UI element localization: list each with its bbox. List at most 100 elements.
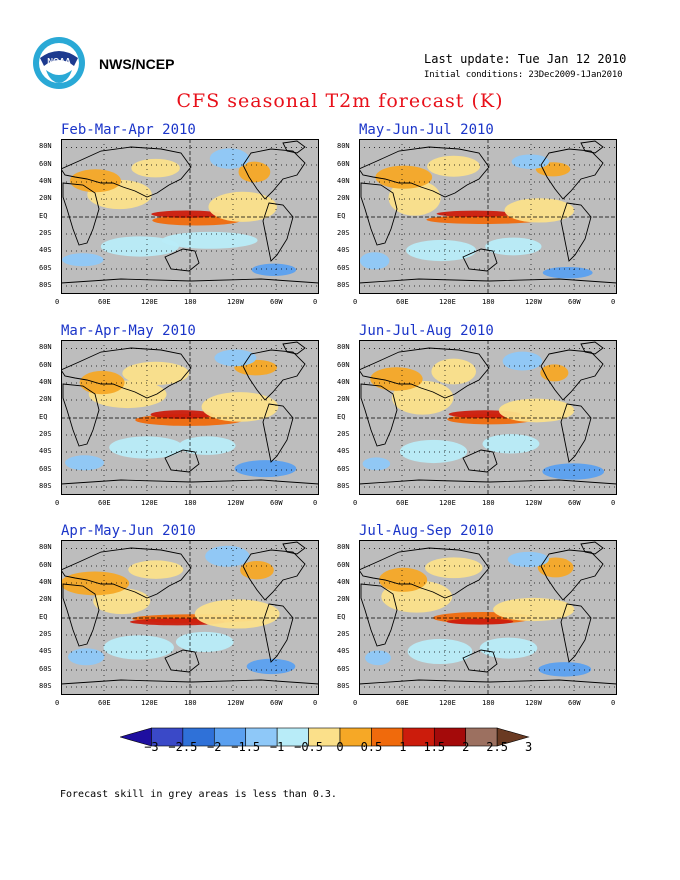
colorbar-label: 3 xyxy=(524,740,533,754)
lat-label: EQ xyxy=(39,413,48,421)
lon-label: 180 xyxy=(482,499,495,507)
lat-label: 60N xyxy=(39,160,52,168)
map-title: Mar-Apr-May 2010 xyxy=(61,323,196,339)
lat-label: 40S xyxy=(337,447,350,455)
forecast-map xyxy=(61,139,319,294)
lon-label: 120W xyxy=(525,699,542,707)
lon-label: 60W xyxy=(568,298,581,306)
lat-label: 80N xyxy=(337,543,350,551)
lat-label: 80N xyxy=(39,142,52,150)
lat-label: 20N xyxy=(39,595,52,603)
lat-label: 60N xyxy=(337,361,350,369)
lat-label: 60N xyxy=(337,160,350,168)
lat-label: 80N xyxy=(337,142,350,150)
colorbar-label: −2 xyxy=(207,740,222,754)
forecast-map xyxy=(61,340,319,495)
lon-label: 180 xyxy=(482,298,495,306)
lat-label: EQ xyxy=(39,613,48,621)
lat-label: 80N xyxy=(39,343,52,351)
lat-label: 40S xyxy=(337,647,350,655)
lon-label: 0 xyxy=(611,499,616,507)
lon-label: 120W xyxy=(525,499,542,507)
lon-label: 60W xyxy=(568,499,581,507)
forecast-map xyxy=(359,340,617,495)
lon-label: 0 xyxy=(353,298,358,306)
footnote: Forecast skill in grey areas is less tha… xyxy=(60,789,337,800)
map-title: Jun-Jul-Aug 2010 xyxy=(359,323,494,339)
lon-label: 180 xyxy=(184,699,197,707)
lon-label: 60E xyxy=(396,499,409,507)
lat-label: 80N xyxy=(337,343,350,351)
lat-label: 20N xyxy=(39,395,52,403)
lat-label: 20S xyxy=(337,229,350,237)
colorbar-label: −1 xyxy=(269,740,285,754)
lon-label: 60E xyxy=(396,699,409,707)
lon-label: 0 xyxy=(313,298,318,306)
lon-label: 120E xyxy=(141,499,158,507)
lon-label: 0 xyxy=(611,699,616,707)
lon-label: 60W xyxy=(270,298,283,306)
lat-label: 20N xyxy=(337,194,350,202)
lat-label: 40S xyxy=(39,246,52,254)
lon-label: 0 xyxy=(55,298,60,306)
lat-label: 40N xyxy=(39,378,52,386)
colorbar-label: 0.5 xyxy=(360,740,383,754)
forecast-map xyxy=(359,139,617,294)
lat-label: 20S xyxy=(337,430,350,438)
lat-label: 60N xyxy=(337,561,350,569)
lat-label: 60S xyxy=(337,465,350,473)
lat-label: 60S xyxy=(337,665,350,673)
last-update: Last update: Tue Jan 12 2010 xyxy=(424,52,627,66)
lat-label: 20N xyxy=(39,194,52,202)
org-name: NWS/NCEP xyxy=(99,56,175,72)
lon-label: 120W xyxy=(227,298,244,306)
lon-label: 120W xyxy=(227,499,244,507)
lat-label: EQ xyxy=(337,613,346,621)
lat-label: 20S xyxy=(39,229,52,237)
colorbar-arrow-right xyxy=(496,727,530,747)
lon-label: 0 xyxy=(611,298,616,306)
initial-conditions: Initial conditions: 23Dec2009-1Jan2010 xyxy=(424,70,623,80)
lat-label: 20S xyxy=(39,630,52,638)
lon-label: 0 xyxy=(313,699,318,707)
lon-label: 120E xyxy=(439,499,456,507)
lon-label: 120W xyxy=(525,298,542,306)
forecast-map xyxy=(359,540,617,695)
lat-label: 60S xyxy=(39,465,52,473)
lat-label: 40S xyxy=(39,447,52,455)
lon-label: 0 xyxy=(313,499,318,507)
lon-label: 180 xyxy=(184,499,197,507)
colorbar-label: 1 xyxy=(399,740,407,754)
lat-label: 60N xyxy=(39,361,52,369)
lon-label: 120E xyxy=(439,298,456,306)
map-title: Feb-Mar-Apr 2010 xyxy=(61,122,196,138)
lon-label: 0 xyxy=(55,499,60,507)
lat-label: 40S xyxy=(39,647,52,655)
colorbar-label: −2.5 xyxy=(168,740,198,754)
lat-label: EQ xyxy=(39,212,48,220)
lat-label: 60S xyxy=(39,264,52,272)
map-title: May-Jun-Jul 2010 xyxy=(359,122,494,138)
lat-label: 60S xyxy=(337,264,350,272)
lat-label: 40N xyxy=(337,177,350,185)
lon-label: 180 xyxy=(482,699,495,707)
lat-label: 80S xyxy=(39,482,52,490)
lat-label: 40N xyxy=(39,578,52,586)
colorbar-label: −3 xyxy=(144,740,159,754)
lon-label: 0 xyxy=(55,699,60,707)
lon-label: 60W xyxy=(270,699,283,707)
forecast-map xyxy=(61,540,319,695)
svg-text:NOAA: NOAA xyxy=(47,57,71,66)
lon-label: 120E xyxy=(439,699,456,707)
lat-label: 40S xyxy=(337,246,350,254)
lat-label: 20S xyxy=(39,430,52,438)
lon-label: 120E xyxy=(141,298,158,306)
lon-label: 60E xyxy=(98,499,111,507)
lon-label: 0 xyxy=(353,499,358,507)
colorbar-label: 2 xyxy=(462,740,470,754)
lat-label: 20N xyxy=(337,395,350,403)
lat-label: 80S xyxy=(337,482,350,490)
lon-label: 60E xyxy=(98,298,111,306)
noaa-logo: NOAA xyxy=(33,37,85,89)
lat-label: 20N xyxy=(337,595,350,603)
